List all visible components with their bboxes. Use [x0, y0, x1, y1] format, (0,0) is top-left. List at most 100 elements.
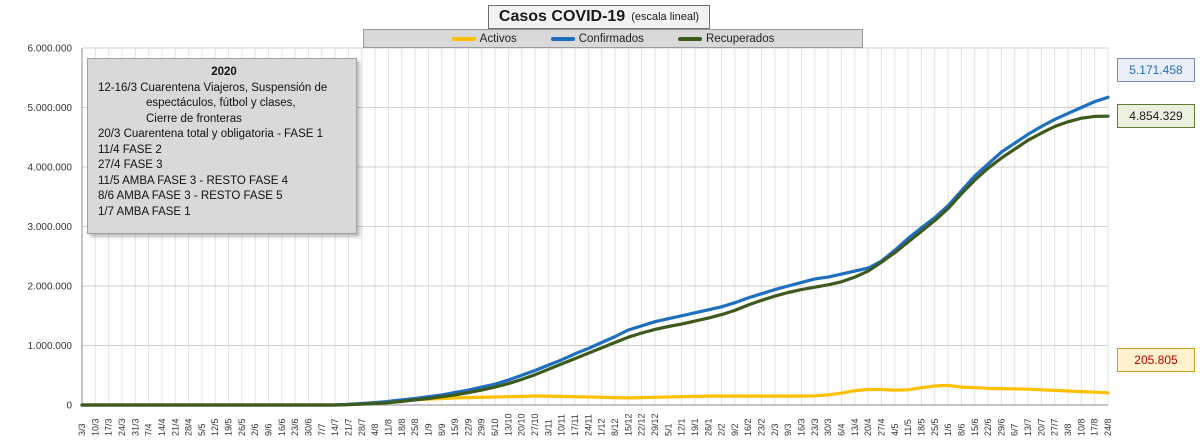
x-tick-label: 19/1 — [690, 418, 700, 436]
x-tick-label: 23/6 — [290, 418, 300, 436]
x-tick-label: 10/8 — [1076, 418, 1086, 436]
series-line-recuperados — [80, 114, 1110, 407]
x-tick-label: 17/8 — [1090, 418, 1100, 436]
x-tick-label: 10/3 — [90, 418, 100, 436]
x-tick-label: 24/8 — [1103, 418, 1113, 436]
x-tick-label: 28/4 — [184, 418, 194, 436]
legend-item-confirmados: Confirmados — [550, 32, 644, 45]
x-tick-label: 3/3 — [77, 423, 87, 436]
end-label-confirmados: 5.171.458 — [1117, 58, 1195, 82]
x-tick-label: 9/6 — [264, 423, 274, 436]
x-tick-label: 11/5 — [903, 419, 913, 436]
x-tick-label: 8/6 — [956, 423, 966, 436]
notes-line: espectáculos, fútbol y clases, — [146, 97, 296, 109]
chart-subtitle: (escala lineal) — [631, 11, 700, 23]
x-tick-label: 22/9 — [463, 418, 473, 436]
x-tick-label: 27/7 — [1050, 418, 1060, 436]
x-tick-label: 20/7 — [1036, 418, 1046, 436]
x-tick-label: 1/6 — [943, 423, 953, 436]
x-tick-label: 1/12 — [597, 418, 607, 436]
x-tick-label: 21/7 — [343, 418, 353, 436]
x-tick-label: 20/4 — [863, 418, 873, 436]
x-tick-label: 29/6 — [996, 418, 1006, 436]
end-label-recuperados: 4.854.329 — [1117, 104, 1195, 128]
legend-label-recuperados: Recuperados — [705, 32, 775, 45]
x-tick-label: 12/5 — [210, 418, 220, 436]
x-tick-label: 9/3 — [783, 423, 793, 436]
legend-item-activos: Activos — [451, 32, 517, 45]
notes-line: 11/4 FASE 2 — [98, 143, 162, 156]
x-tick-label: 13/7 — [1023, 418, 1033, 436]
x-tick-label: 8/12 — [610, 418, 620, 436]
x-tick-label: 23/2 — [757, 418, 767, 436]
x-axis-ticks: 3/3 10/3 17/3 24/3 31/3 7/4 14/4 21/4 28/4 5/5 12/… — [77, 413, 1113, 436]
x-tick-label: 15/12 — [623, 413, 633, 436]
legend: Activos Confirmados Recuperados — [363, 29, 863, 48]
x-tick-label: 14/4 — [157, 418, 167, 436]
y-tick-label: 3.000.000 — [28, 222, 73, 233]
legend-label-activos: Activos — [479, 32, 517, 45]
notes-line: 20/3 Cuarentena total y obligatoria - FA… — [98, 128, 324, 140]
x-tick-label: 28/7 — [357, 418, 367, 436]
x-tick-label: 26/1 — [703, 418, 713, 436]
notes-line: 12-16/3 Cuarentena Viajeros, Suspensión … — [98, 81, 328, 94]
x-tick-label: 9/2 — [730, 423, 740, 436]
end-label-activos: 205.805 — [1117, 348, 1195, 372]
x-tick-label: 29/9 — [477, 418, 487, 436]
x-tick-label: 19/5 — [224, 418, 234, 436]
y-axis-ticks: 0 1.000.000 2.000.000 3.000.000 4.000.000 5.0… — [28, 44, 73, 412]
chart-title-box: Casos COVID-19 (escala lineal) — [488, 5, 710, 29]
x-tick-label: 2/3 — [770, 423, 780, 436]
notes-line: 8/6 AMBA FASE 3 - RESTO FASE 5 — [98, 190, 283, 202]
x-tick-label: 7/7 — [317, 423, 327, 436]
x-tick-label: 8/9 — [437, 423, 447, 436]
x-tick-label: 27/4 — [876, 418, 886, 436]
x-tick-label: 4/8 — [370, 423, 380, 436]
notes-line: Cierre de fronteras — [146, 112, 242, 125]
y-tick-label: 1.000.000 — [28, 341, 73, 352]
x-tick-label: 17/3 — [104, 418, 114, 436]
x-tick-label: 18/8 — [397, 418, 407, 436]
x-tick-label: 21/4 — [170, 418, 180, 436]
x-tick-label: 7/4 — [144, 423, 154, 436]
x-tick-label: 6/7 — [1010, 423, 1020, 436]
chart-title: Casos COVID-19 — [498, 8, 626, 25]
x-tick-label: 22/6 — [983, 418, 993, 436]
x-tick-label: 13/10 — [503, 413, 513, 436]
x-tick-label: 12/1 — [677, 418, 687, 436]
x-tick-label: 5/5 — [197, 423, 207, 436]
x-tick-label: 29/12 — [650, 413, 660, 436]
x-tick-label: 30/3 — [823, 418, 833, 436]
legend-swatch-recuperados — [677, 36, 702, 41]
x-tick-label: 2/2 — [717, 423, 727, 436]
y-tick-label: 6.000.000 — [28, 44, 73, 55]
legend-label-confirmados: Confirmados — [578, 32, 644, 45]
x-tick-label: 16/6 — [277, 418, 287, 436]
x-tick-label: 15/9 — [450, 418, 460, 436]
x-tick-label: 18/5 — [916, 418, 926, 436]
notes-line: 27/4 FASE 3 — [98, 159, 163, 171]
x-tick-label: 10/11 — [557, 414, 567, 436]
series-lines — [80, 95, 1110, 407]
notes-line: 1/7 AMBA FASE 1 — [98, 205, 191, 218]
x-tick-label: 24/11 — [583, 414, 593, 436]
x-tick-label: 26/5 — [237, 418, 247, 436]
x-tick-label: 14/7 — [330, 418, 340, 436]
x-tick-label: 16/3 — [797, 418, 807, 436]
y-tick-label: 0 — [66, 401, 72, 412]
x-tick-label: 25/5 — [930, 418, 940, 436]
x-tick-label: 3/8 — [1063, 423, 1073, 436]
x-tick-label: 16/2 — [743, 418, 753, 436]
x-tick-label: 24/3 — [117, 418, 127, 436]
x-tick-label: 6/10 — [490, 418, 500, 436]
timeline-notes: 2020 12-16/3 Cuarentena Viajeros, Suspen… — [87, 58, 357, 234]
y-tick-label: 2.000.000 — [28, 282, 73, 293]
x-tick-label: 20/10 — [517, 413, 527, 436]
x-tick-label: 5/1 — [663, 423, 673, 436]
legend-swatch-confirmados — [550, 36, 575, 41]
x-tick-label: 27/10 — [530, 413, 540, 436]
x-tick-label: 1/9 — [423, 423, 433, 436]
legend-item-recuperados: Recuperados — [677, 32, 775, 45]
x-tick-label: 11/8 — [383, 419, 393, 436]
x-tick-label: 15/6 — [970, 418, 980, 436]
